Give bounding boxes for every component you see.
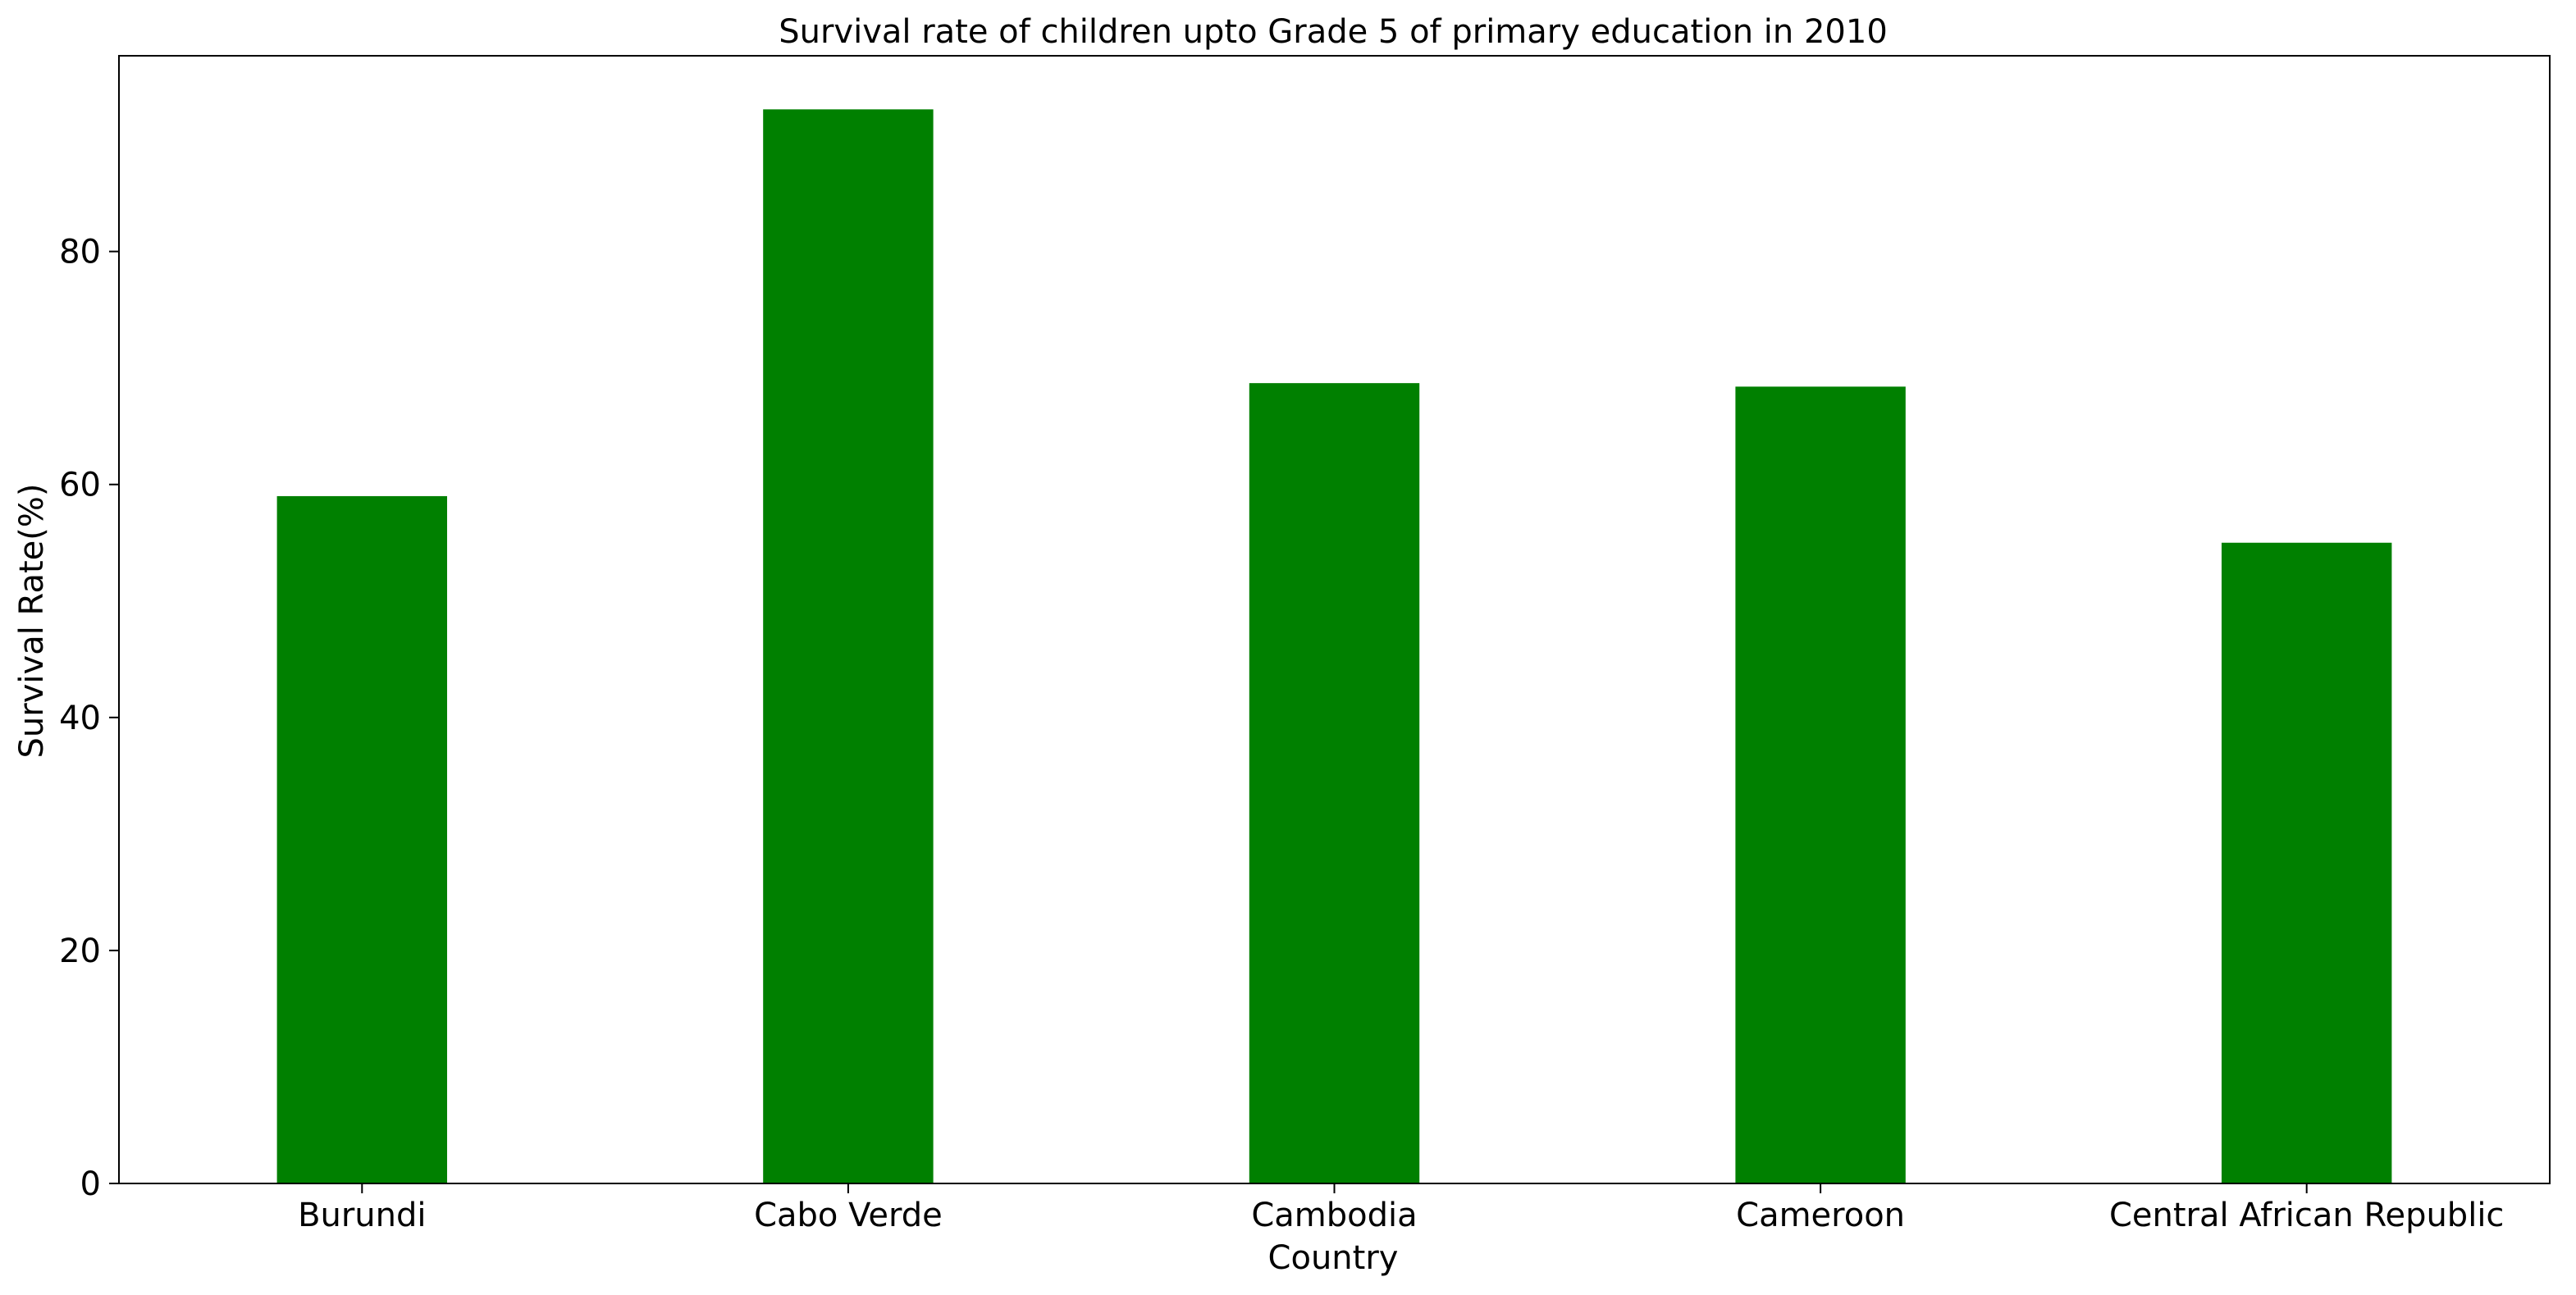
bars-group: [276, 109, 2392, 1184]
x-axis: Burundi Cabo Verde Cambodia Cameroon Central…: [298, 1183, 2504, 1234]
y-tick-label: 80: [59, 234, 101, 271]
x-tick-label: Cambodia: [1251, 1197, 1417, 1234]
x-tick-label: Cameroon: [1736, 1197, 1905, 1234]
y-tick-label: 60: [59, 467, 101, 504]
bar-cameroon: [1735, 386, 1906, 1184]
y-axis-label: Survival Rate(%): [13, 484, 51, 759]
chart-title: Survival rate of children upto Grade 5 o…: [779, 13, 1888, 51]
x-tick-label: Cabo Verde: [754, 1197, 943, 1234]
bar-cabo-verde: [763, 109, 934, 1183]
x-tick-label: Burundi: [298, 1197, 426, 1234]
x-tick-label: Central African Republic: [2109, 1197, 2504, 1234]
y-tick-label: 40: [59, 700, 101, 737]
bar-central-african-republic: [2221, 542, 2392, 1183]
y-axis: 0 20 40 60 80: [59, 234, 119, 1203]
x-axis-label: Country: [1268, 1239, 1399, 1277]
bar-burundi: [276, 495, 448, 1183]
bar-cambodia: [1249, 383, 1420, 1184]
y-tick-label: 0: [80, 1165, 101, 1203]
y-tick-label: 20: [59, 932, 101, 970]
